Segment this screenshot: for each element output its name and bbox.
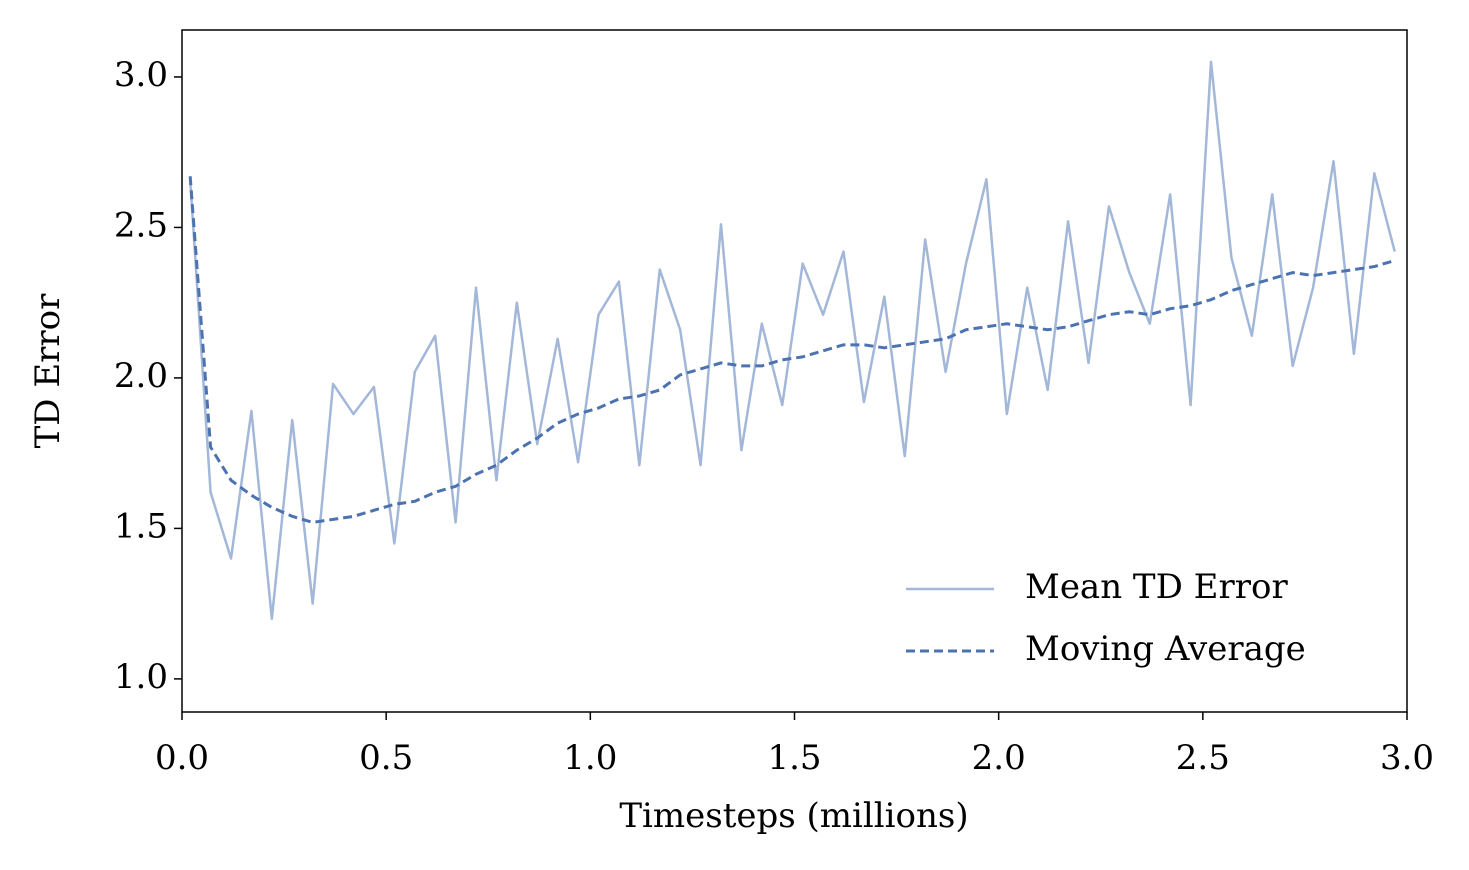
y-tick-label: 2.0: [114, 356, 168, 396]
x-tick-label: 1.5: [767, 738, 821, 778]
legend-label: Moving Average: [1025, 629, 1306, 669]
y-tick-label: 1.0: [114, 657, 168, 697]
x-tick-label: 2.0: [972, 738, 1026, 778]
x-tick-label: 2.5: [1176, 738, 1230, 778]
y-tick-label: 2.5: [114, 205, 168, 245]
y-axis-label: TD Error: [28, 293, 68, 449]
x-tick-label: 3.0: [1380, 738, 1434, 778]
x-tick-label: 1.0: [563, 738, 617, 778]
y-tick-label: 3.0: [114, 55, 168, 95]
series-line: [188, 60, 1396, 620]
y-tick-label: 1.5: [114, 506, 168, 546]
x-tick-label: 0.5: [359, 738, 413, 778]
plot-frame: [181, 29, 1408, 713]
series-line: [188, 176, 1396, 524]
legend-label: Mean TD Error: [1025, 567, 1288, 607]
x-tick-label: 0.0: [155, 738, 209, 778]
x-axis-label: Timesteps (millions): [619, 796, 968, 836]
